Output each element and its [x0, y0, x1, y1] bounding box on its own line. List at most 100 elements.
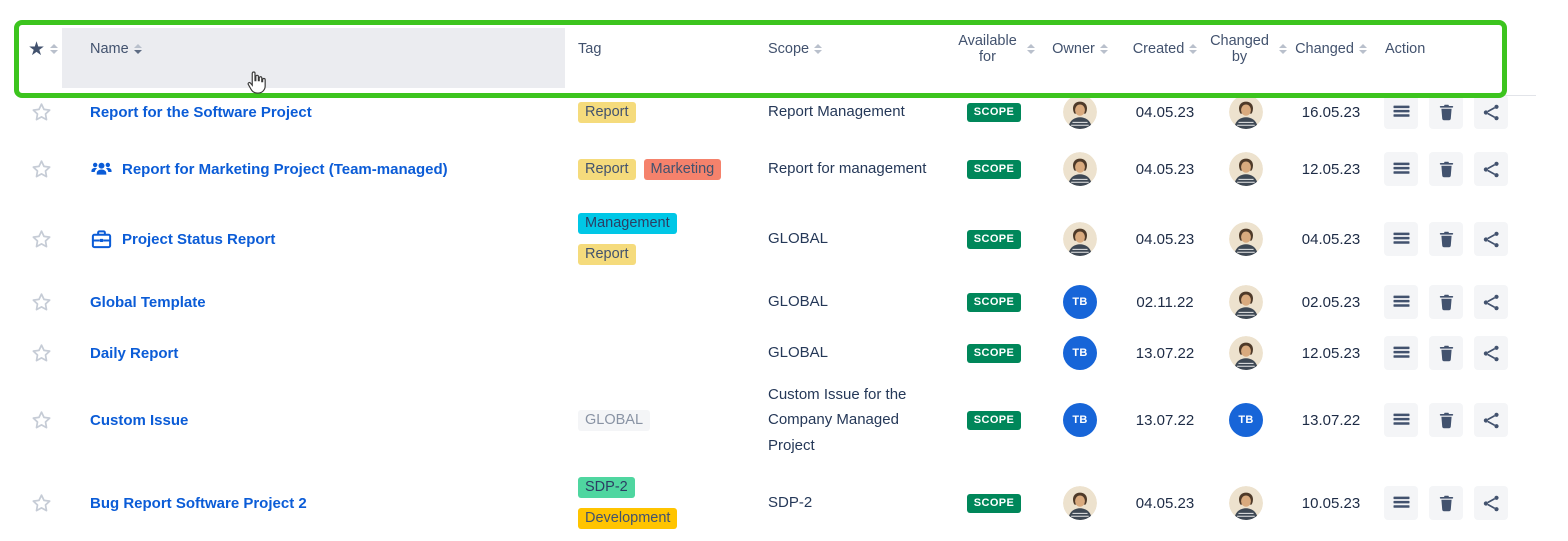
scope-text: GLOBAL — [768, 293, 829, 311]
template-name-link[interactable]: Project Status Report — [122, 230, 276, 248]
owner-cell — [1035, 95, 1125, 129]
favorite-star-button[interactable] — [0, 101, 62, 124]
template-name-link[interactable]: Report for the Software Project — [90, 103, 312, 121]
column-header-name[interactable]: Name — [62, 41, 565, 57]
star-outline-icon — [30, 101, 53, 124]
column-header-changed_by[interactable]: Changed by — [1205, 33, 1287, 65]
table-row: Bug Report Software Project 2 SDP-2 Develo… — [0, 462, 1568, 541]
tag-chip: GLOBAL — [578, 409, 651, 431]
delete-button[interactable] — [1429, 403, 1463, 437]
menu-button[interactable] — [1384, 95, 1418, 129]
tag-chip: SDP-2 — [578, 477, 635, 498]
scope-cell: GLOBAL — [758, 289, 953, 315]
template-name-link[interactable]: Global Template — [90, 293, 206, 311]
share-icon — [1482, 103, 1501, 122]
menu-lines-icon — [1392, 230, 1411, 249]
column-header-label: Name — [90, 41, 129, 57]
name-cell: Report for Marketing Project (Team-manag… — [62, 158, 565, 181]
column-header-label: Owner — [1052, 41, 1095, 57]
menu-button[interactable] — [1384, 152, 1418, 186]
share-button[interactable] — [1474, 95, 1508, 129]
share-button[interactable] — [1474, 152, 1508, 186]
delete-button[interactable] — [1429, 152, 1463, 186]
tag-cell: GLOBAL — [565, 409, 758, 431]
changed-by-cell — [1205, 486, 1287, 520]
column-header-tag: Tag — [565, 41, 758, 57]
delete-button[interactable] — [1429, 336, 1463, 370]
favorite-star-button[interactable] — [0, 492, 62, 515]
star-outline-icon — [30, 228, 53, 251]
column-header-created[interactable]: Created — [1125, 41, 1205, 57]
template-name-link[interactable]: Daily Report — [90, 344, 179, 362]
sort-carets-icon — [1099, 44, 1108, 54]
delete-button[interactable] — [1429, 95, 1463, 129]
share-icon — [1482, 411, 1501, 430]
star-outline-icon — [30, 342, 53, 365]
action-cell — [1375, 486, 1520, 520]
sort-carets-icon — [1279, 44, 1287, 54]
column-header-favorite[interactable]: ★ — [0, 40, 62, 59]
owner-cell — [1035, 222, 1125, 256]
scope-badge: SCOPE — [966, 102, 1022, 122]
share-button[interactable] — [1474, 222, 1508, 256]
menu-lines-icon — [1392, 411, 1411, 430]
tag-cell: Report Marketing — [565, 158, 758, 180]
trash-icon — [1437, 160, 1456, 179]
tag-chip: Development — [578, 508, 678, 529]
menu-button[interactable] — [1384, 336, 1418, 370]
share-button[interactable] — [1474, 285, 1508, 319]
template-name-link[interactable]: Bug Report Software Project 2 — [90, 494, 307, 512]
menu-button[interactable] — [1384, 285, 1418, 319]
name-cell: Global Template — [62, 294, 565, 311]
share-button[interactable] — [1474, 486, 1508, 520]
owner-photo-avatar — [1063, 152, 1097, 186]
column-header-available_for[interactable]: Available for — [953, 33, 1035, 65]
share-button[interactable] — [1474, 403, 1508, 437]
action-cell — [1375, 403, 1520, 437]
available-for-cell: SCOPE — [953, 343, 1035, 363]
created-date: 13.07.22 — [1135, 344, 1195, 362]
favorite-star-button[interactable] — [0, 228, 62, 251]
owner-photo-avatar — [1063, 95, 1097, 129]
trash-icon — [1437, 411, 1456, 430]
favorite-star-button[interactable] — [0, 291, 62, 314]
scope-badge: SCOPE — [966, 292, 1022, 312]
share-button[interactable] — [1474, 336, 1508, 370]
scope-badge: SCOPE — [966, 410, 1022, 430]
delete-button[interactable] — [1429, 285, 1463, 319]
menu-button[interactable] — [1384, 403, 1418, 437]
favorite-star-button[interactable] — [0, 409, 62, 432]
owner-initials-avatar: TB — [1063, 336, 1097, 370]
changed-by-photo-avatar — [1229, 336, 1263, 370]
owner-photo-avatar — [1063, 486, 1097, 520]
star-outline-icon — [30, 291, 53, 314]
table-row: Project Status Report Management Report GLO… — [0, 202, 1568, 276]
sort-carets-icon — [1027, 44, 1035, 54]
menu-button[interactable] — [1384, 486, 1418, 520]
created-date: 04.05.23 — [1135, 103, 1195, 121]
column-header-changed[interactable]: Changed — [1287, 41, 1375, 57]
scope-badge: SCOPE — [966, 493, 1022, 513]
tag-chip: Report — [578, 101, 636, 123]
changed-by-cell — [1205, 152, 1287, 186]
template-name-link[interactable]: Report for Marketing Project (Team-manag… — [122, 160, 448, 178]
scope-cell: GLOBAL — [758, 226, 953, 252]
created-date: 04.05.23 — [1135, 230, 1195, 248]
owner-cell — [1035, 486, 1125, 520]
menu-button[interactable] — [1384, 222, 1418, 256]
star-outline-icon — [30, 158, 53, 181]
created-date: 02.11.22 — [1136, 293, 1194, 311]
scope-badge: SCOPE — [966, 159, 1022, 179]
name-column-hover-highlight — [62, 28, 565, 88]
favorite-star-button[interactable] — [0, 342, 62, 365]
template-name-link[interactable]: Custom Issue — [90, 411, 189, 429]
delete-button[interactable] — [1429, 486, 1463, 520]
menu-lines-icon — [1392, 344, 1411, 363]
changed-date: 13.07.22 — [1301, 411, 1361, 429]
action-cell — [1375, 336, 1520, 370]
favorite-star-button[interactable] — [0, 158, 62, 181]
column-header-owner[interactable]: Owner — [1035, 41, 1125, 57]
delete-button[interactable] — [1429, 222, 1463, 256]
column-header-scope[interactable]: Scope — [758, 41, 953, 57]
owner-photo-avatar — [1063, 222, 1097, 256]
